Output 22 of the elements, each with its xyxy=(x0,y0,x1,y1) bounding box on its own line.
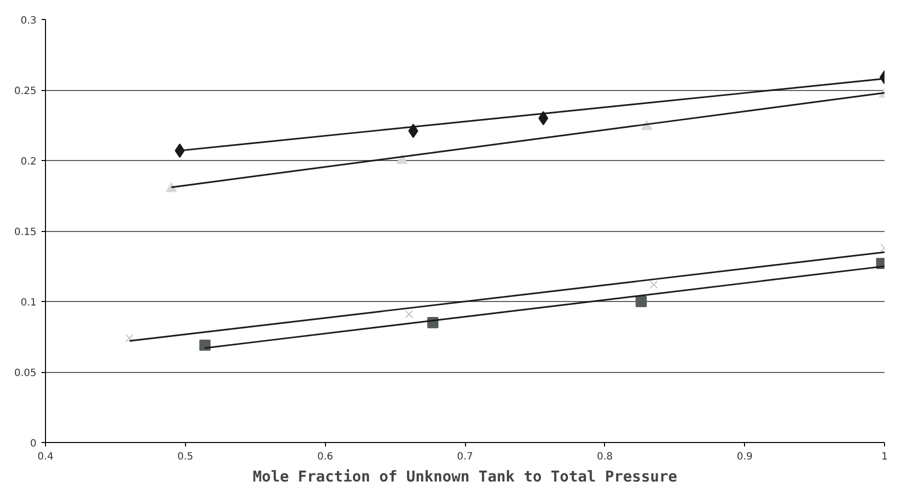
point xyxy=(538,111,548,126)
point xyxy=(404,310,414,318)
x-tick-label: 1 xyxy=(881,452,888,462)
y-tick-label: 0.05 xyxy=(14,368,36,379)
point xyxy=(650,280,658,289)
x-tick-label: 0.9 xyxy=(736,452,753,462)
y-tick-label: 0 xyxy=(30,438,37,450)
x-tick-label: 0.5 xyxy=(177,452,194,462)
y-tick-label: 0.2 xyxy=(20,156,37,168)
x-tick-label: 0.6 xyxy=(317,452,334,462)
x-axis-title: Mole Fraction of Unknown Tank to Total Pressure xyxy=(252,468,678,486)
y-tick-label: 0.1 xyxy=(20,298,37,308)
x-tick-label: 0.8 xyxy=(596,452,613,462)
y-tick-label: 0.25 xyxy=(14,86,36,97)
point xyxy=(125,334,134,342)
y-tick-label: 0.3 xyxy=(20,16,37,26)
point xyxy=(636,296,647,308)
x-tick-label: 0.4 xyxy=(38,452,54,462)
point xyxy=(396,154,408,164)
y-tick-label: 0.15 xyxy=(14,227,36,238)
x-tick-label: 0.7 xyxy=(457,452,473,462)
point xyxy=(199,340,211,351)
